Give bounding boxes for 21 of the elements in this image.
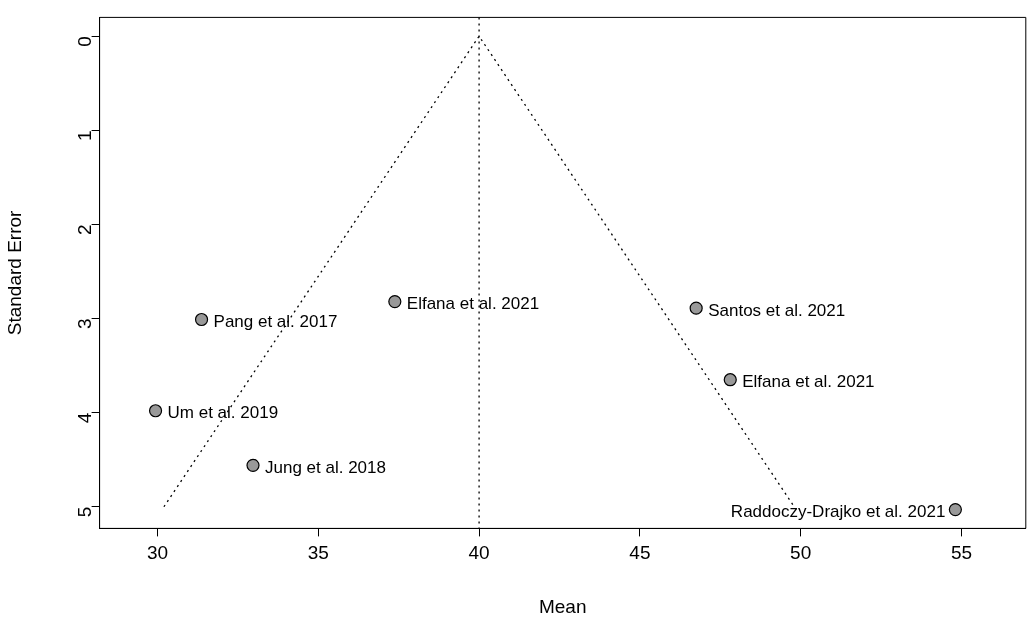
- x-tick-label: 55: [950, 542, 973, 564]
- annotation: Pang et al. 2017: [213, 312, 338, 332]
- annotation: Santos et al. 2021: [708, 300, 846, 320]
- x-tick-label: 40: [468, 542, 490, 564]
- y-tick-label: 5: [73, 506, 95, 518]
- x-tick-label: 30: [146, 542, 169, 564]
- y-tick-label: 0: [73, 36, 95, 47]
- y-tick-label: 2: [73, 224, 95, 236]
- y-tick-label: 1: [73, 130, 95, 141]
- x-tick-label: 35: [307, 542, 329, 564]
- annotation: Elfana et al. 2021: [406, 294, 540, 314]
- annotation: Raddoczy-Drajko et al. 2021: [730, 502, 946, 522]
- annotation: Jung et al. 2018: [265, 458, 386, 478]
- annotation: Elfana et al. 2021: [742, 372, 875, 392]
- y-tick-label: 4: [73, 412, 95, 424]
- x-tick-label: 50: [790, 542, 812, 564]
- annotation: Um et al. 2019: [167, 403, 279, 423]
- x-tick-label: 45: [629, 542, 651, 564]
- y-tick-label: 3: [73, 318, 95, 330]
- x-axis-title: Mean: [538, 595, 587, 617]
- y-axis-title: Standard Error: [3, 209, 25, 336]
